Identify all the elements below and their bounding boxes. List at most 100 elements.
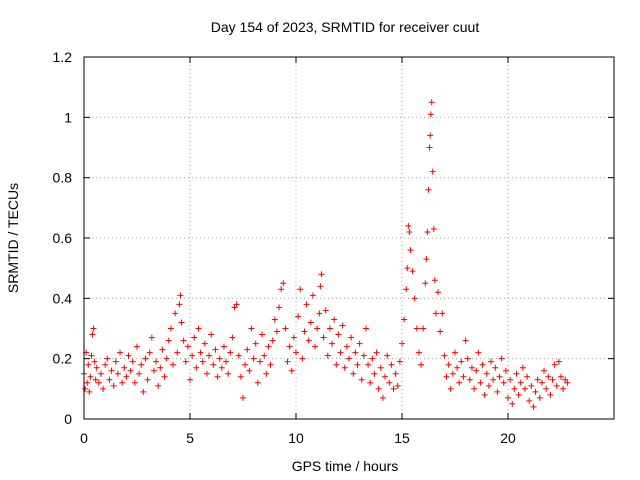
data-point [405, 222, 412, 229]
data-point [144, 376, 151, 383]
data-point [134, 343, 140, 350]
data-point [172, 310, 179, 317]
x-axis-label: GPS time / hours [292, 458, 399, 474]
data-point [505, 394, 511, 401]
y-tick-label: 0.4 [53, 290, 73, 306]
data-point [371, 370, 378, 377]
data-point [295, 313, 302, 320]
data-point [227, 349, 234, 356]
data-point [167, 325, 174, 332]
data-point [121, 364, 128, 371]
data-point [201, 340, 208, 347]
data-point [432, 310, 439, 317]
data-point [248, 325, 255, 332]
data-point [339, 322, 346, 329]
data-point [538, 379, 545, 386]
data-point [150, 367, 157, 374]
data-point [519, 364, 526, 371]
data-point [290, 334, 297, 341]
y-tick-label: 0 [64, 411, 72, 427]
data-point [369, 355, 376, 362]
data-point [159, 346, 166, 353]
data-point [390, 385, 397, 392]
data-point [273, 328, 280, 335]
data-point [180, 337, 187, 344]
data-point [543, 385, 550, 392]
data-point [195, 325, 202, 332]
data-point [229, 334, 236, 341]
data-point [93, 364, 100, 371]
data-point [235, 352, 242, 359]
data-point [104, 355, 111, 362]
data-point [88, 352, 95, 359]
data-point [509, 400, 516, 407]
data-point [214, 373, 221, 380]
data-point [97, 370, 104, 377]
data-point [458, 358, 465, 365]
data-point [265, 343, 272, 350]
data-point [354, 361, 361, 368]
data-point [114, 370, 121, 377]
data-point [528, 382, 535, 389]
data-point [377, 364, 384, 371]
x-tick-label: 5 [186, 430, 194, 446]
data-point [473, 367, 480, 374]
data-point [320, 334, 327, 341]
data-point [360, 352, 367, 359]
data-point [231, 304, 238, 311]
data-point [462, 337, 469, 344]
data-point [176, 301, 183, 308]
data-point [161, 373, 168, 380]
data-point [564, 379, 571, 386]
data-point [337, 349, 344, 356]
data-point [513, 370, 520, 377]
data-point [86, 388, 93, 395]
data-point [346, 355, 352, 362]
data-point [309, 292, 316, 299]
data-point [460, 373, 467, 380]
data-point [146, 349, 153, 356]
data-point [549, 376, 556, 383]
data-point [348, 334, 355, 341]
data-point [208, 331, 215, 338]
data-point [254, 379, 261, 386]
data-point [356, 340, 363, 347]
data-point [293, 349, 299, 356]
data-points [81, 99, 571, 410]
data-point [252, 340, 259, 347]
data-point [511, 385, 518, 392]
data-point [284, 358, 291, 365]
data-point [534, 376, 541, 383]
data-point [112, 358, 119, 365]
data-point [439, 310, 446, 317]
data-point [303, 301, 310, 308]
data-point [524, 373, 531, 380]
data-point [413, 325, 420, 332]
data-point [420, 325, 427, 332]
data-point [500, 379, 507, 386]
data-point [466, 376, 473, 383]
y-axis-label: SRMTID / TECUs [5, 183, 21, 293]
data-point [485, 382, 492, 389]
data-point [560, 385, 567, 392]
data-point [163, 355, 170, 362]
data-point [530, 403, 537, 410]
data-point [502, 367, 509, 374]
data-point [452, 349, 458, 356]
data-point [197, 349, 204, 356]
data-point [123, 373, 130, 380]
y-tick-label: 0.6 [53, 230, 73, 246]
data-point [526, 397, 533, 404]
data-point [110, 382, 117, 389]
data-point [250, 355, 257, 362]
data-point [427, 111, 434, 118]
data-point [547, 391, 554, 398]
data-point [447, 385, 454, 392]
data-point [148, 334, 155, 341]
data-point [246, 367, 253, 374]
data-point [394, 382, 401, 389]
data-point [87, 373, 94, 380]
data-point [278, 286, 285, 293]
data-point [558, 373, 564, 380]
